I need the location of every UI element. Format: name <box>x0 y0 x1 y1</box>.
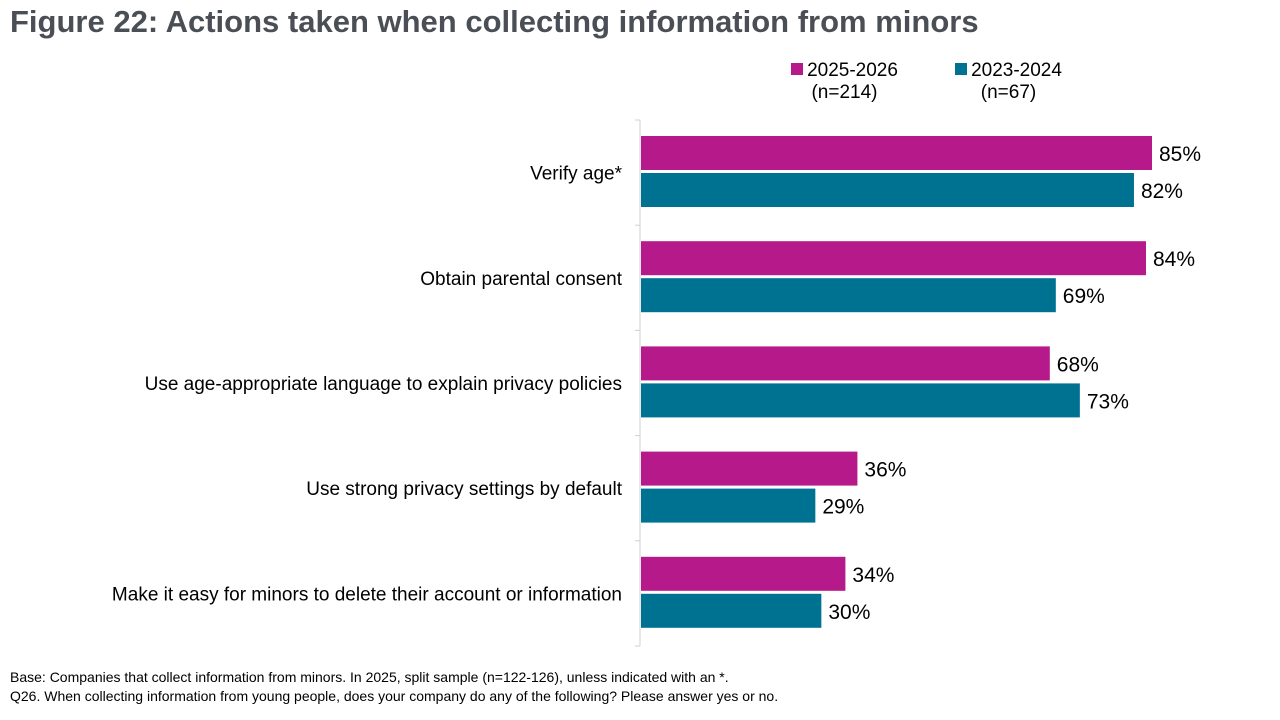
data-label-series-2: 69% <box>1063 285 1105 308</box>
legend-item-series-1: 2025-2026 (n=214) <box>782 60 907 104</box>
footnotes: Base: Companies that collect information… <box>10 668 778 706</box>
legend-sample-series-1: (n=214) <box>811 82 878 103</box>
category-label: Make it easy for minors to delete their … <box>112 584 622 605</box>
bar-series-2 <box>641 173 1134 207</box>
footnote-base: Base: Companies that collect information… <box>10 669 729 685</box>
legend-label-series-1: 2025-2026 <box>807 60 898 81</box>
bar-series-2 <box>641 278 1056 313</box>
bar-series-2 <box>641 488 816 523</box>
data-label-series-2: 82% <box>1141 180 1183 203</box>
bar-series-1 <box>641 451 858 486</box>
category-label: Obtain parental consent <box>420 269 622 290</box>
legend-label-series-2: 2023-2024 <box>971 60 1062 81</box>
data-label-series-1: 36% <box>864 459 906 482</box>
chart-title: Figure 22: Actions taken when collecting… <box>10 4 979 39</box>
bar-series-2 <box>641 383 1080 418</box>
bar-series-1 <box>641 346 1050 381</box>
data-label-series-2: 30% <box>828 601 870 624</box>
legend-item-series-2: 2023-2024 (n=67) <box>946 60 1071 104</box>
legend-sample-series-2: (n=67) <box>980 82 1037 103</box>
data-label-series-1: 85% <box>1159 143 1201 166</box>
bar-series-1 <box>641 136 1152 170</box>
bar-series-1 <box>641 556 846 591</box>
legend-swatch-series-1 <box>791 63 804 75</box>
bar-series-1 <box>641 241 1146 276</box>
footnote-question: Q26. When collecting information from yo… <box>10 688 779 704</box>
data-label-series-1: 34% <box>852 564 894 587</box>
category-label: Verify age* <box>530 164 622 185</box>
data-label-series-2: 29% <box>822 496 864 519</box>
bar-series-2 <box>641 593 822 628</box>
data-label-series-2: 73% <box>1087 390 1129 413</box>
data-label-series-1: 84% <box>1153 248 1195 271</box>
legend-swatch-series-2 <box>955 63 968 75</box>
category-label: Use age-appropriate language to explain … <box>145 374 622 395</box>
chart-legend: 2025-2026 (n=214) 2023-2024 (n=67) <box>0 60 1280 110</box>
category-label: Use strong privacy settings by default <box>306 479 622 500</box>
data-label-series-1: 68% <box>1057 353 1099 376</box>
